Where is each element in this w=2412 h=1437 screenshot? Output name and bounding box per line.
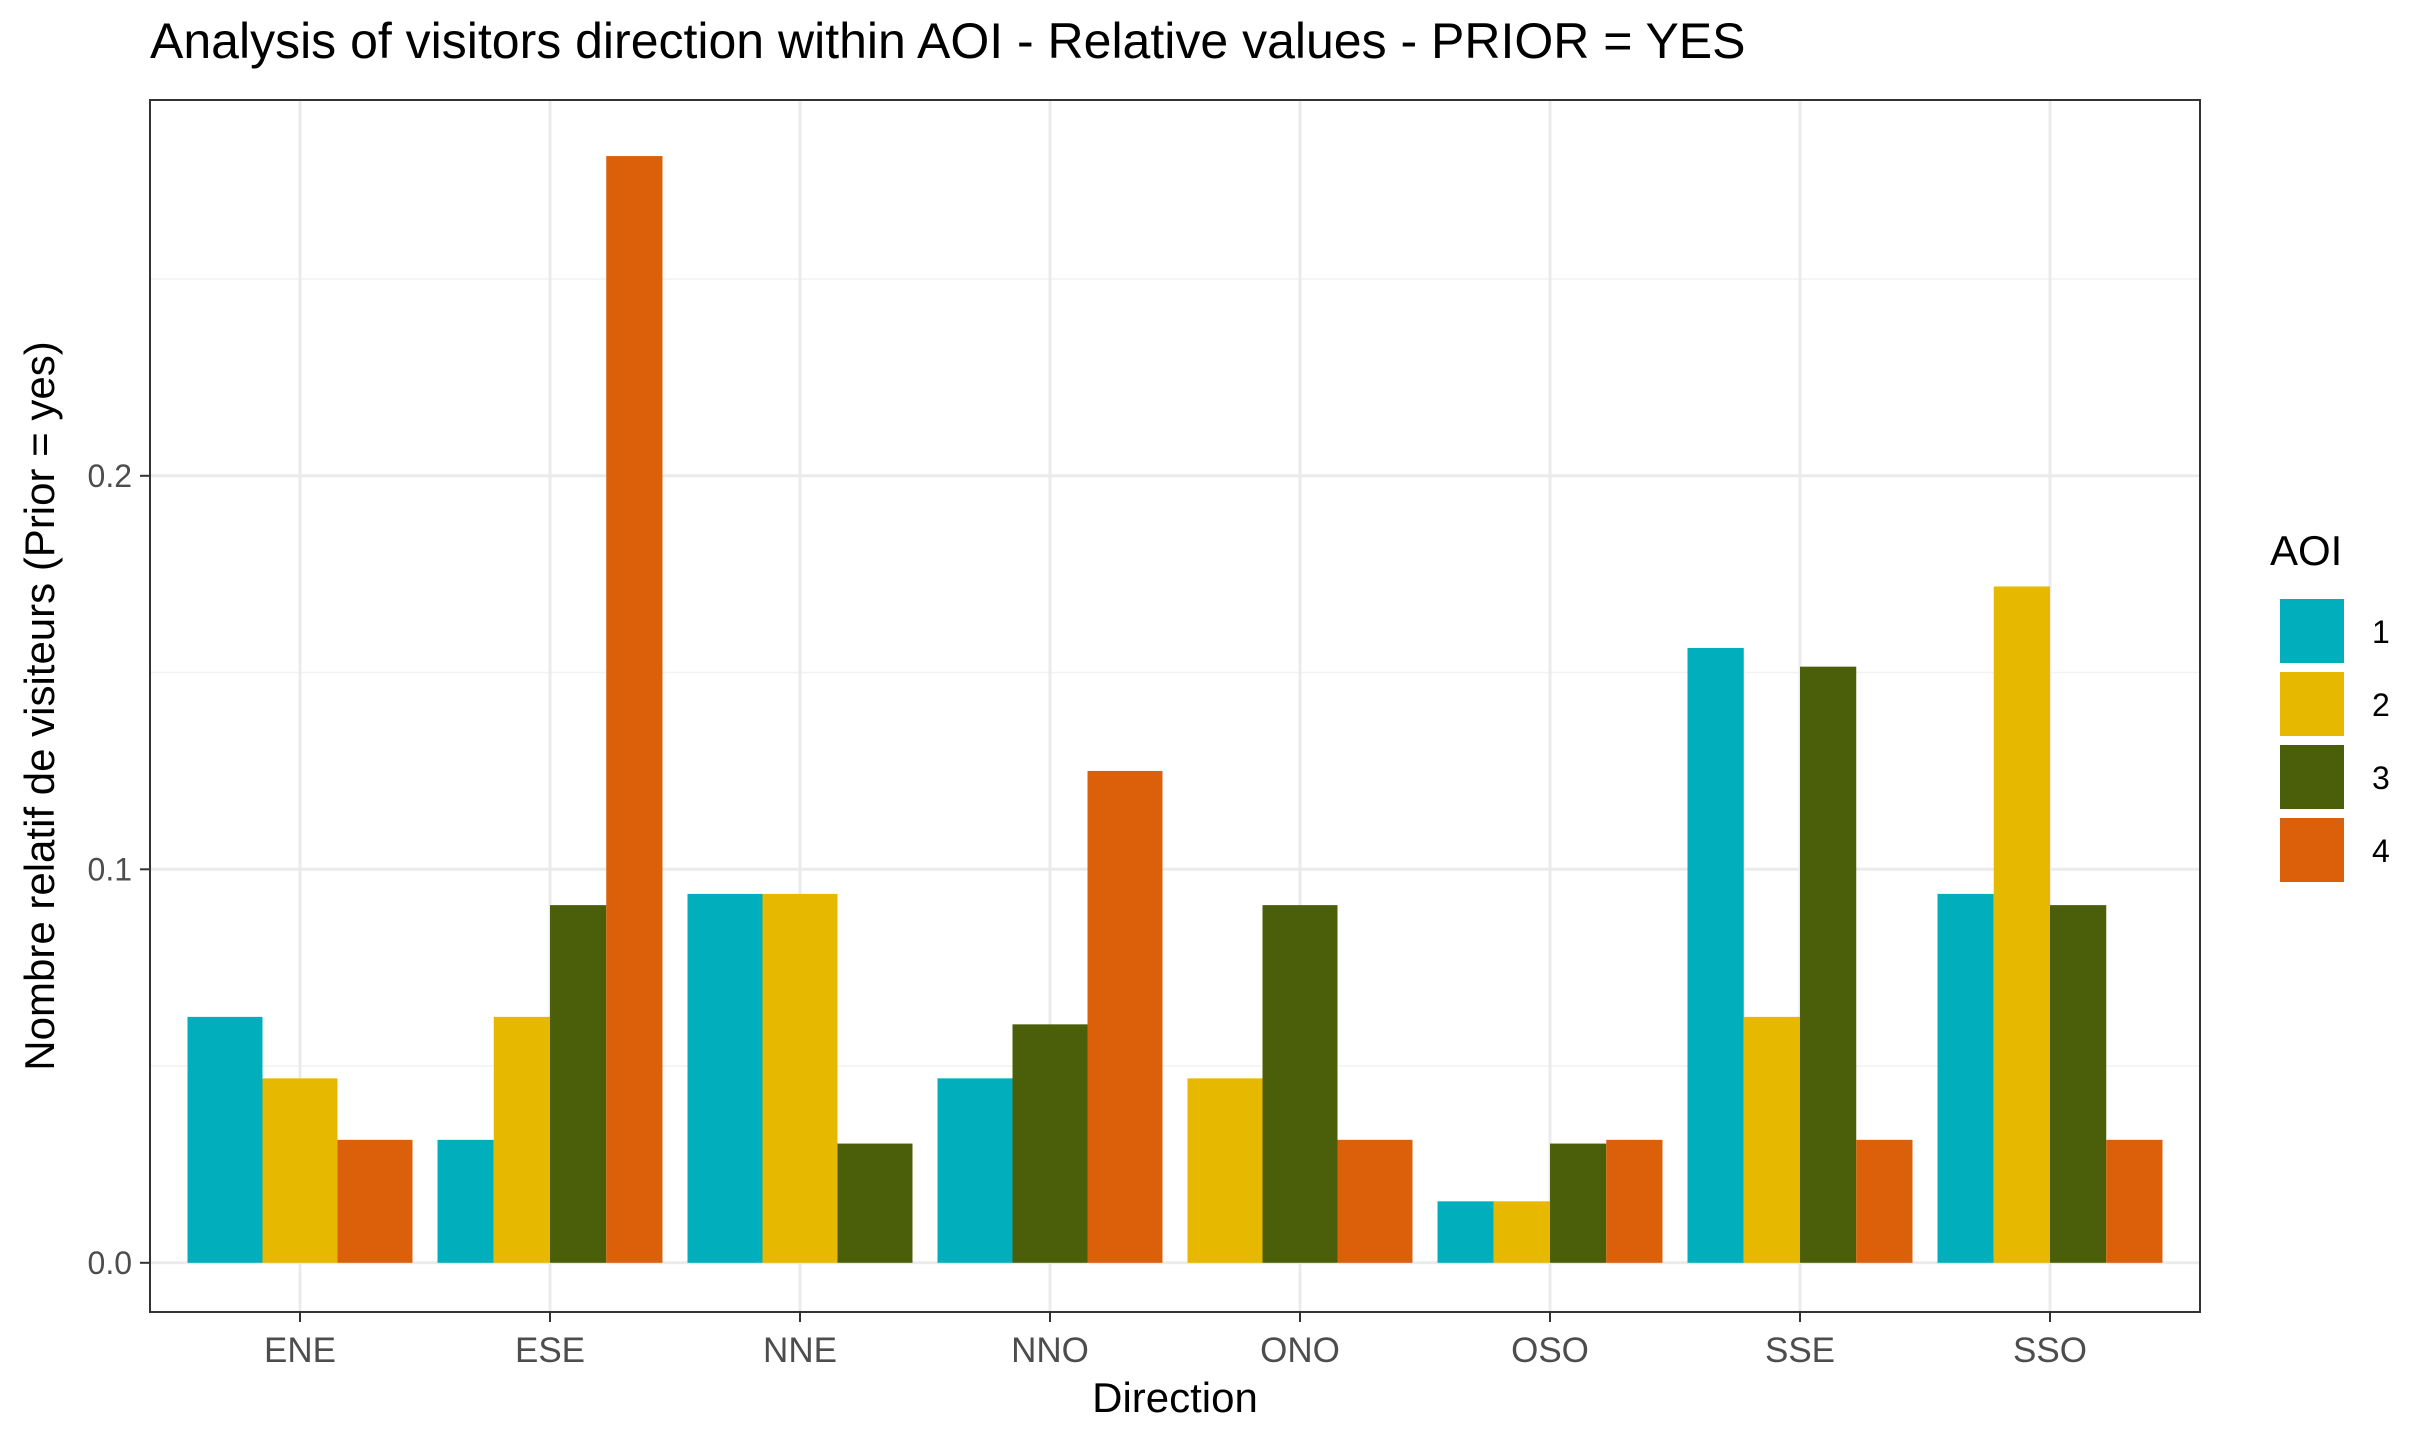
bar-nne-aoi-1 <box>687 893 763 1263</box>
y-axis-title: Nombre relatif de visiteurs (Prior = yes… <box>16 341 63 1070</box>
bar-sse-aoi-3 <box>1800 666 1857 1263</box>
bar-ese-aoi-2 <box>493 1016 550 1263</box>
plot-panel <box>149 99 2201 1313</box>
bar-oso-aoi-2 <box>1493 1201 1550 1263</box>
legend-label: 1 <box>2372 614 2390 650</box>
bar-ese-aoi-1 <box>437 1139 494 1263</box>
bar-ene-aoi-2 <box>262 1078 338 1263</box>
chart-title: Analysis of visitors direction within AO… <box>150 13 1746 69</box>
bar-oso-aoi-1 <box>1437 1201 1494 1263</box>
x-tick-label: NNE <box>763 1331 837 1370</box>
x-tick-label: ONO <box>1260 1331 1340 1370</box>
bar-ese-aoi-3 <box>550 905 607 1263</box>
bar-sso-aoi-1 <box>1937 893 1994 1263</box>
y-tick-label: 0.2 <box>88 458 132 494</box>
x-tick-label: SSO <box>2013 1331 2087 1370</box>
y-axis: 0.0 0.1 0.2 <box>88 458 150 1281</box>
bars <box>187 156 2163 1263</box>
bar-sse-aoi-1 <box>1687 647 1744 1263</box>
bar-sse-aoi-4 <box>1856 1139 1913 1263</box>
bar-oso-aoi-4 <box>1606 1139 1663 1263</box>
bar-oso-aoi-3 <box>1550 1143 1607 1263</box>
x-tick-label: ENE <box>264 1331 336 1370</box>
x-tick-label: OSO <box>1511 1331 1589 1370</box>
legend-key-aoi-2 <box>2280 672 2344 736</box>
y-tick-label: 0.0 <box>88 1245 132 1281</box>
bar-ese-aoi-4 <box>606 156 663 1263</box>
legend-key-aoi-4 <box>2280 818 2344 882</box>
bar-nno-aoi-1 <box>937 1078 1013 1263</box>
bar-nne-aoi-2 <box>762 893 838 1263</box>
bar-ene-aoi-4 <box>337 1139 413 1263</box>
bar-ono-aoi-4 <box>1337 1139 1413 1263</box>
legend: AOI 1 2 3 4 <box>2270 527 2390 884</box>
bar-ene-aoi-1 <box>187 1016 263 1263</box>
plot-border <box>149 99 2201 1313</box>
bar-sso-aoi-4 <box>2106 1139 2163 1263</box>
legend-key-aoi-1 <box>2280 599 2344 663</box>
y-tick-label: 0.1 <box>88 851 132 887</box>
x-axis-title: Direction <box>1092 1374 1258 1421</box>
bar-ono-aoi-2 <box>1187 1078 1263 1263</box>
bar-ono-aoi-3 <box>1262 905 1338 1263</box>
bar-nne-aoi-3 <box>837 1143 913 1263</box>
x-tick-label: NNO <box>1011 1331 1089 1370</box>
legend-key-aoi-3 <box>2280 745 2344 809</box>
legend-label: 4 <box>2372 833 2390 869</box>
bar-nno-aoi-3 <box>1012 1024 1088 1263</box>
x-tick-label: SSE <box>1765 1331 1835 1370</box>
bar-sso-aoi-2 <box>1993 586 2050 1263</box>
legend-label: 2 <box>2372 687 2390 723</box>
bar-sse-aoi-2 <box>1743 1016 1800 1263</box>
plot-background <box>150 100 2200 1312</box>
bar-sso-aoi-3 <box>2050 905 2107 1263</box>
legend-label: 3 <box>2372 760 2390 796</box>
legend-title: AOI <box>2270 527 2342 574</box>
x-tick-label: ESE <box>515 1331 585 1370</box>
x-axis: ENE ESE NNE NNO ONO OSO SSE SSO <box>264 1312 2087 1370</box>
bar-nno-aoi-4 <box>1087 770 1163 1263</box>
